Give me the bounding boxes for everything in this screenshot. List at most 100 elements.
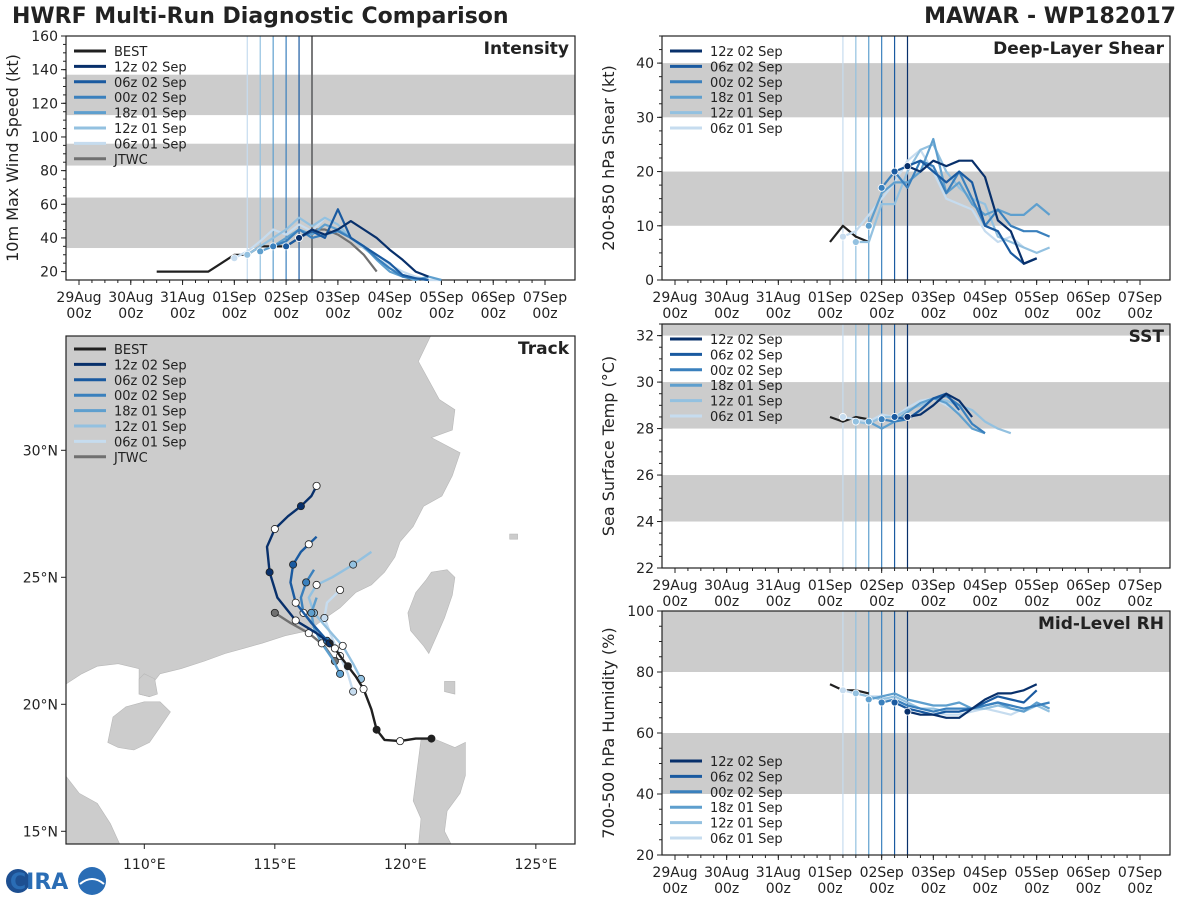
sst-title: SST bbox=[1129, 327, 1165, 347]
rh-xtick-sublabel: 00z bbox=[972, 881, 997, 897]
shear-ytick-label: 20 bbox=[636, 165, 654, 181]
shear-line-00z-02-sep bbox=[880, 159, 1051, 238]
track-point-06z-02-sep bbox=[304, 540, 313, 549]
intensity-band-1 bbox=[66, 143, 575, 166]
intensity-xtick-label: 03Sep bbox=[316, 290, 360, 306]
shear-ytick-label: 30 bbox=[636, 110, 654, 126]
intensity-xtick-label: 29Aug bbox=[56, 290, 101, 306]
shear-xtick-label: 05Sep bbox=[1015, 290, 1059, 306]
rh-legend-label-18z-01-sep: 18z 01 Sep bbox=[710, 801, 783, 816]
land-hainan bbox=[107, 701, 171, 751]
storm-title: MAWAR - WP182017 bbox=[924, 4, 1176, 29]
intensity-point-06z-01-sep bbox=[230, 254, 239, 263]
sst-xtick-sublabel: 00z bbox=[921, 594, 946, 610]
sst-legend-label-18z-01-sep: 18z 01 Sep bbox=[710, 379, 783, 394]
intensity-xtick-label: 01Sep bbox=[212, 290, 256, 306]
intensity-xtick-sublabel: 00z bbox=[274, 306, 299, 322]
track-xtick-label: 110°E bbox=[123, 857, 166, 873]
shear-xtick-label: 07Sep bbox=[1118, 290, 1162, 306]
track-legend-label-06z-01-sep: 06z 01 Sep bbox=[114, 435, 187, 450]
rh-xtick-sublabel: 00z bbox=[1024, 881, 1049, 897]
intensity-ytick-label: 160 bbox=[31, 29, 58, 45]
track-point-best bbox=[427, 734, 436, 743]
intensity-ylabel: 10m Max Wind Speed (kt) bbox=[3, 54, 22, 262]
shear-xtick-sublabel: 00z bbox=[817, 306, 842, 322]
track-point-12z-02-sep bbox=[291, 616, 300, 625]
intensity-line-jtwc bbox=[312, 228, 378, 273]
track-point-06z-02-sep bbox=[289, 560, 298, 569]
track-point-12z-02-sep bbox=[296, 502, 305, 511]
intensity-xtick-sublabel: 00z bbox=[118, 306, 143, 322]
rh-legend-label-12z-02-sep: 12z 02 Sep bbox=[710, 755, 783, 770]
intensity-ytick-label: 100 bbox=[31, 130, 58, 146]
sst-xtick-sublabel: 00z bbox=[1127, 594, 1152, 610]
sst-xtick-sublabel: 00z bbox=[817, 594, 842, 610]
rh-ytick-label: 100 bbox=[627, 604, 654, 620]
rh-line-06z-02-sep bbox=[894, 689, 1038, 716]
track-point-best bbox=[372, 725, 381, 734]
land-mainland bbox=[66, 336, 461, 844]
sst-ytick-label: 24 bbox=[636, 515, 654, 531]
shear-line-best bbox=[829, 224, 870, 244]
track-point-06z-01-sep bbox=[336, 586, 345, 595]
intensity-frame bbox=[65, 35, 576, 281]
sst-xtick-label: 31Aug bbox=[756, 578, 801, 594]
rh-legend-label-06z-02-sep: 06z 02 Sep bbox=[710, 770, 783, 785]
rh-line-12z-02-sep bbox=[907, 683, 1038, 719]
sst-legend-label-06z-01-sep: 06z 01 Sep bbox=[710, 410, 783, 425]
track-point-best bbox=[330, 644, 339, 653]
sst-xtick-label: 02Sep bbox=[860, 578, 904, 594]
sst-band-2 bbox=[662, 324, 1170, 336]
track-point-12z-01-sep bbox=[338, 641, 347, 650]
rh-xtick-sublabel: 00z bbox=[817, 881, 842, 897]
sst-point-18z-01-sep bbox=[864, 417, 873, 426]
intensity-xtick-label: 07Sep bbox=[523, 290, 567, 306]
intensity-point-06z-02-sep bbox=[282, 242, 291, 251]
intensity-ytick-label: 120 bbox=[31, 96, 58, 112]
rh-xtick-label: 07Sep bbox=[1118, 865, 1162, 881]
shear-xtick-sublabel: 00z bbox=[921, 306, 946, 322]
intensity-xtick-label: 30Aug bbox=[108, 290, 153, 306]
sst-ytick-label: 30 bbox=[636, 375, 654, 391]
rh-ytick-label: 80 bbox=[636, 665, 654, 681]
shear-xtick-label: 30Aug bbox=[704, 290, 749, 306]
sst-xtick-sublabel: 00z bbox=[714, 594, 739, 610]
intensity-xtick-sublabel: 00z bbox=[377, 306, 402, 322]
track-point-12z-02-sep bbox=[270, 525, 279, 534]
sst-xtick-sublabel: 00z bbox=[1076, 594, 1101, 610]
logo-seal-icon bbox=[78, 867, 106, 895]
track-point-18z-01-sep bbox=[307, 608, 316, 617]
track-point-jtwc bbox=[270, 608, 279, 617]
shear-xtick-sublabel: 00z bbox=[714, 306, 739, 322]
track-xtick-label: 125°E bbox=[515, 857, 558, 873]
intensity-xtick-label: 04Sep bbox=[368, 290, 412, 306]
sst-legend-label-00z-02-sep: 00z 02 Sep bbox=[710, 364, 783, 379]
sst-xtick-sublabel: 00z bbox=[766, 594, 791, 610]
rh-line-18z-01-sep bbox=[868, 692, 1051, 713]
intensity-legend-label-00z-02-sep: 00z 02 Sep bbox=[114, 91, 187, 106]
track-point-06z-01-sep bbox=[349, 687, 358, 696]
shear-xtick-label: 29Aug bbox=[652, 290, 697, 306]
rh-ytick-label: 60 bbox=[636, 726, 654, 742]
sst-ytick-label: 28 bbox=[636, 422, 654, 438]
logo-text: CIRA bbox=[10, 870, 68, 895]
intensity-legend-label-18z-01-sep: 18z 01 Sep bbox=[114, 107, 187, 122]
shear-point-18z-01-sep bbox=[864, 221, 873, 230]
shear-xtick-sublabel: 00z bbox=[662, 306, 687, 322]
page-title: HWRF Multi-Run Diagnostic Comparison bbox=[12, 4, 509, 29]
sst-xtick-label: 05Sep bbox=[1015, 578, 1059, 594]
sst-legend-label-06z-02-sep: 06z 02 Sep bbox=[710, 348, 783, 363]
rh-xtick-sublabel: 00z bbox=[766, 881, 791, 897]
sst-xtick-label: 04Sep bbox=[963, 578, 1007, 594]
intensity-title: Intensity bbox=[484, 39, 569, 59]
rh-ylabel: 700-500 hPa Humidity (%) bbox=[599, 627, 618, 838]
intensity-xtick-sublabel: 00z bbox=[222, 306, 247, 322]
track-legend-label-12z-02-sep: 12z 02 Sep bbox=[114, 358, 187, 373]
intensity-band-2 bbox=[66, 74, 575, 116]
sst-ytick-label: 26 bbox=[636, 468, 654, 484]
rh-band-0 bbox=[662, 733, 1170, 794]
shear-xtick-label: 01Sep bbox=[808, 290, 852, 306]
cira-logo: CIRA bbox=[6, 867, 106, 895]
intensity-xtick-sublabel: 00z bbox=[481, 306, 506, 322]
shear-point-06z-01-sep bbox=[839, 232, 847, 241]
